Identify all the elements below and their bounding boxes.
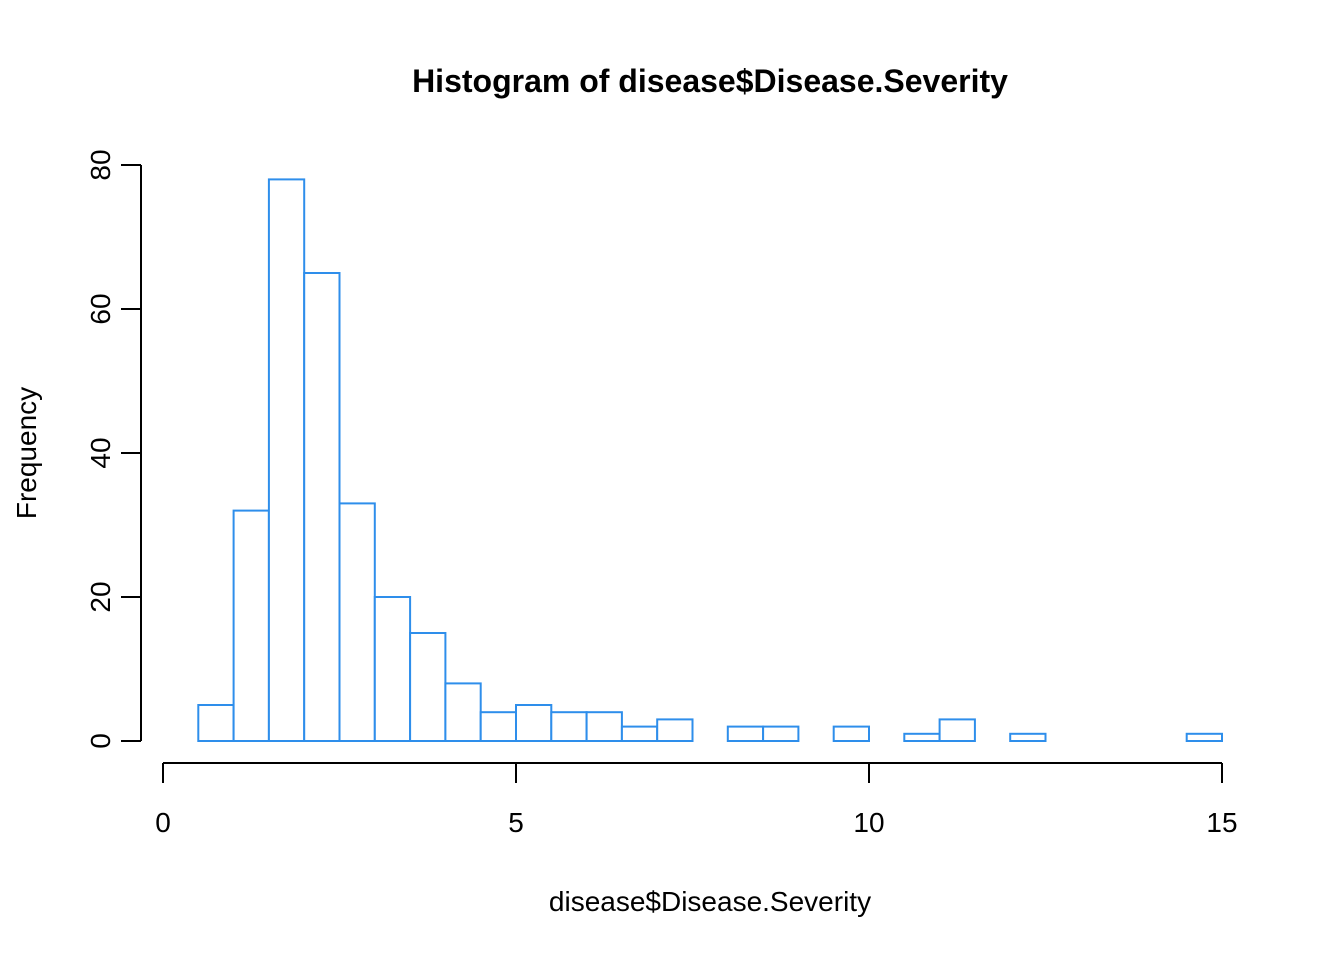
y-tick-label: 80 (85, 149, 116, 180)
histogram-bar (762, 725, 800, 742)
histogram-bar (373, 596, 412, 742)
x-tick-label: 10 (853, 807, 884, 838)
histogram-bar (267, 178, 306, 742)
histogram-bar (1009, 732, 1047, 742)
x-tick-label: 5 (508, 807, 524, 838)
histogram-bar (938, 718, 976, 743)
histogram-bar (832, 725, 871, 742)
bars-group (197, 178, 1223, 743)
y-axis-label: Frequency (11, 387, 42, 519)
histogram-bar (409, 632, 447, 742)
histogram-bar (338, 502, 376, 742)
x-axis: 0 5 10 15 (155, 762, 1238, 838)
x-tick-label: 0 (155, 807, 171, 838)
histogram-bar (656, 718, 694, 743)
histogram-bar (550, 711, 588, 743)
histogram-bar (479, 711, 518, 743)
histogram-bar (515, 704, 553, 742)
y-tick-label: 60 (85, 293, 116, 324)
chart-title: Histogram of disease$Disease.Severity (412, 63, 1008, 99)
histogram-bar (444, 682, 482, 743)
x-tick-label: 15 (1206, 807, 1237, 838)
histogram-bar (303, 272, 341, 742)
histogram-bar (620, 725, 659, 742)
histogram-bar (1185, 732, 1223, 742)
histogram-bar (585, 711, 623, 743)
y-axis: 0 20 40 60 80 (85, 149, 142, 749)
histogram-bar (903, 732, 941, 742)
histogram-bar (197, 704, 235, 742)
y-tick-label: 20 (85, 581, 116, 612)
histogram-bar (232, 509, 270, 742)
histogram-bar (726, 725, 765, 742)
y-tick-label: 0 (85, 733, 116, 749)
x-axis-label: disease$Disease.Severity (549, 886, 871, 917)
y-tick-label: 40 (85, 437, 116, 468)
